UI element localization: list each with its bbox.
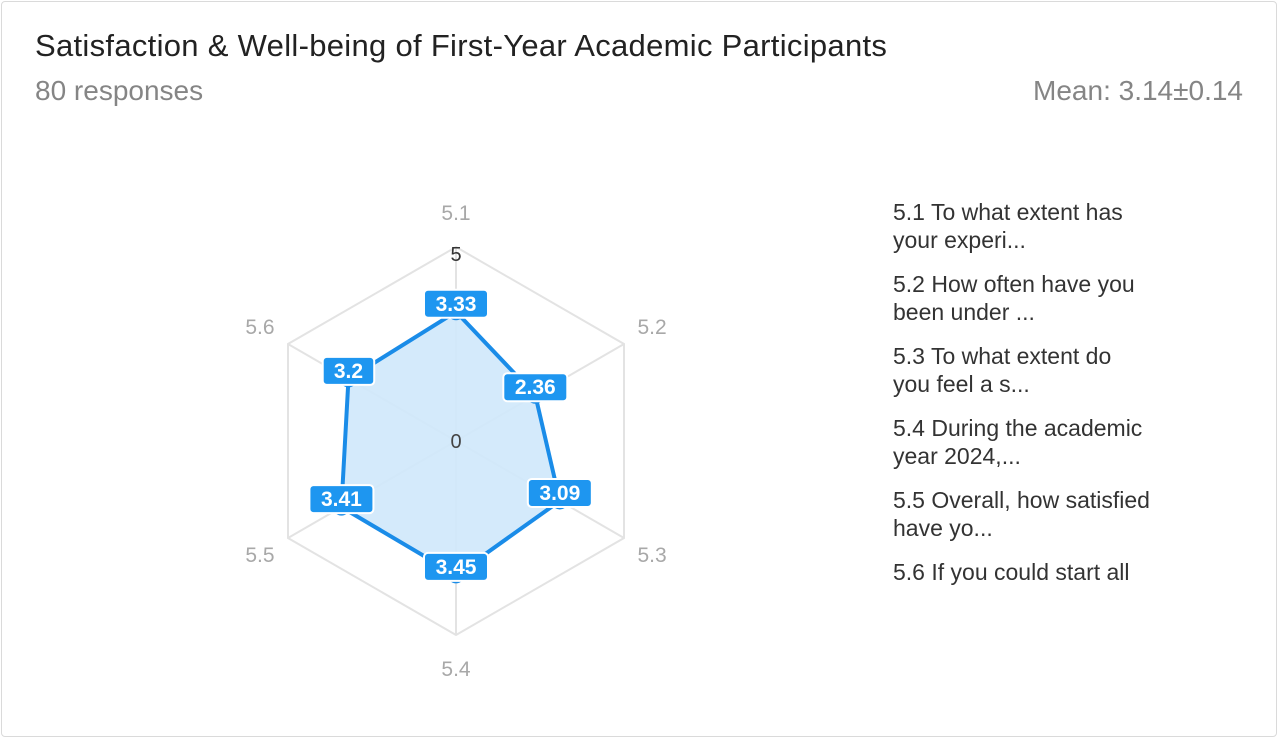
legend-item-5-6: 5.6 If you could start all: [893, 559, 1130, 585]
value-label-bg-5-2: [502, 372, 569, 403]
value-label-5-1: 3.33: [436, 293, 477, 316]
axis-label-5-4: 5.4: [441, 658, 471, 681]
legend-item-5-3: 5.3 To what extent do you feel a s...: [893, 343, 1112, 397]
value-label-bg-5-1: [423, 288, 489, 319]
value-label-bg-5-4: [423, 551, 489, 582]
chart-title: Satisfaction & Well-being of First-Year …: [35, 28, 888, 63]
value-label-5-2: 2.36: [515, 376, 556, 399]
legend-item-5-1: 5.1 To what extent has your experi...: [893, 199, 1123, 253]
legend-item-5-2: 5.2 How often have you been under ...: [893, 271, 1135, 325]
response-count: 80 responses: [35, 75, 204, 106]
mean-value: Mean: 3.14±0.14: [1033, 75, 1243, 106]
scale-label-max: 5: [450, 244, 461, 266]
legend-item-5-4: 5.4 During the academic year 2024,...: [893, 415, 1143, 469]
axis-label-5-2: 5.2: [637, 316, 666, 339]
value-label-5-4: 3.45: [436, 556, 477, 579]
scale-label-min: 0: [450, 431, 461, 453]
value-label-5-3: 3.09: [539, 482, 580, 505]
axis-label-5-1: 5.1: [441, 202, 470, 225]
axis-label-5-5: 5.5: [245, 544, 274, 567]
value-label-bg-5-5: [308, 484, 375, 515]
axis-label-5-3: 5.3: [637, 544, 666, 567]
value-label-bg-5-6: [321, 355, 376, 386]
value-label-5-5: 3.41: [321, 488, 362, 511]
value-label-5-6: 3.2: [334, 360, 363, 383]
chart-legend: 5.1 To what extent has your experi... 5.…: [893, 198, 1193, 602]
value-label-bg-5-3: [526, 477, 593, 508]
axis-label-5-6: 5.6: [245, 316, 274, 339]
legend-item-5-5: 5.5 Overall, how satisfied have yo...: [893, 487, 1150, 541]
